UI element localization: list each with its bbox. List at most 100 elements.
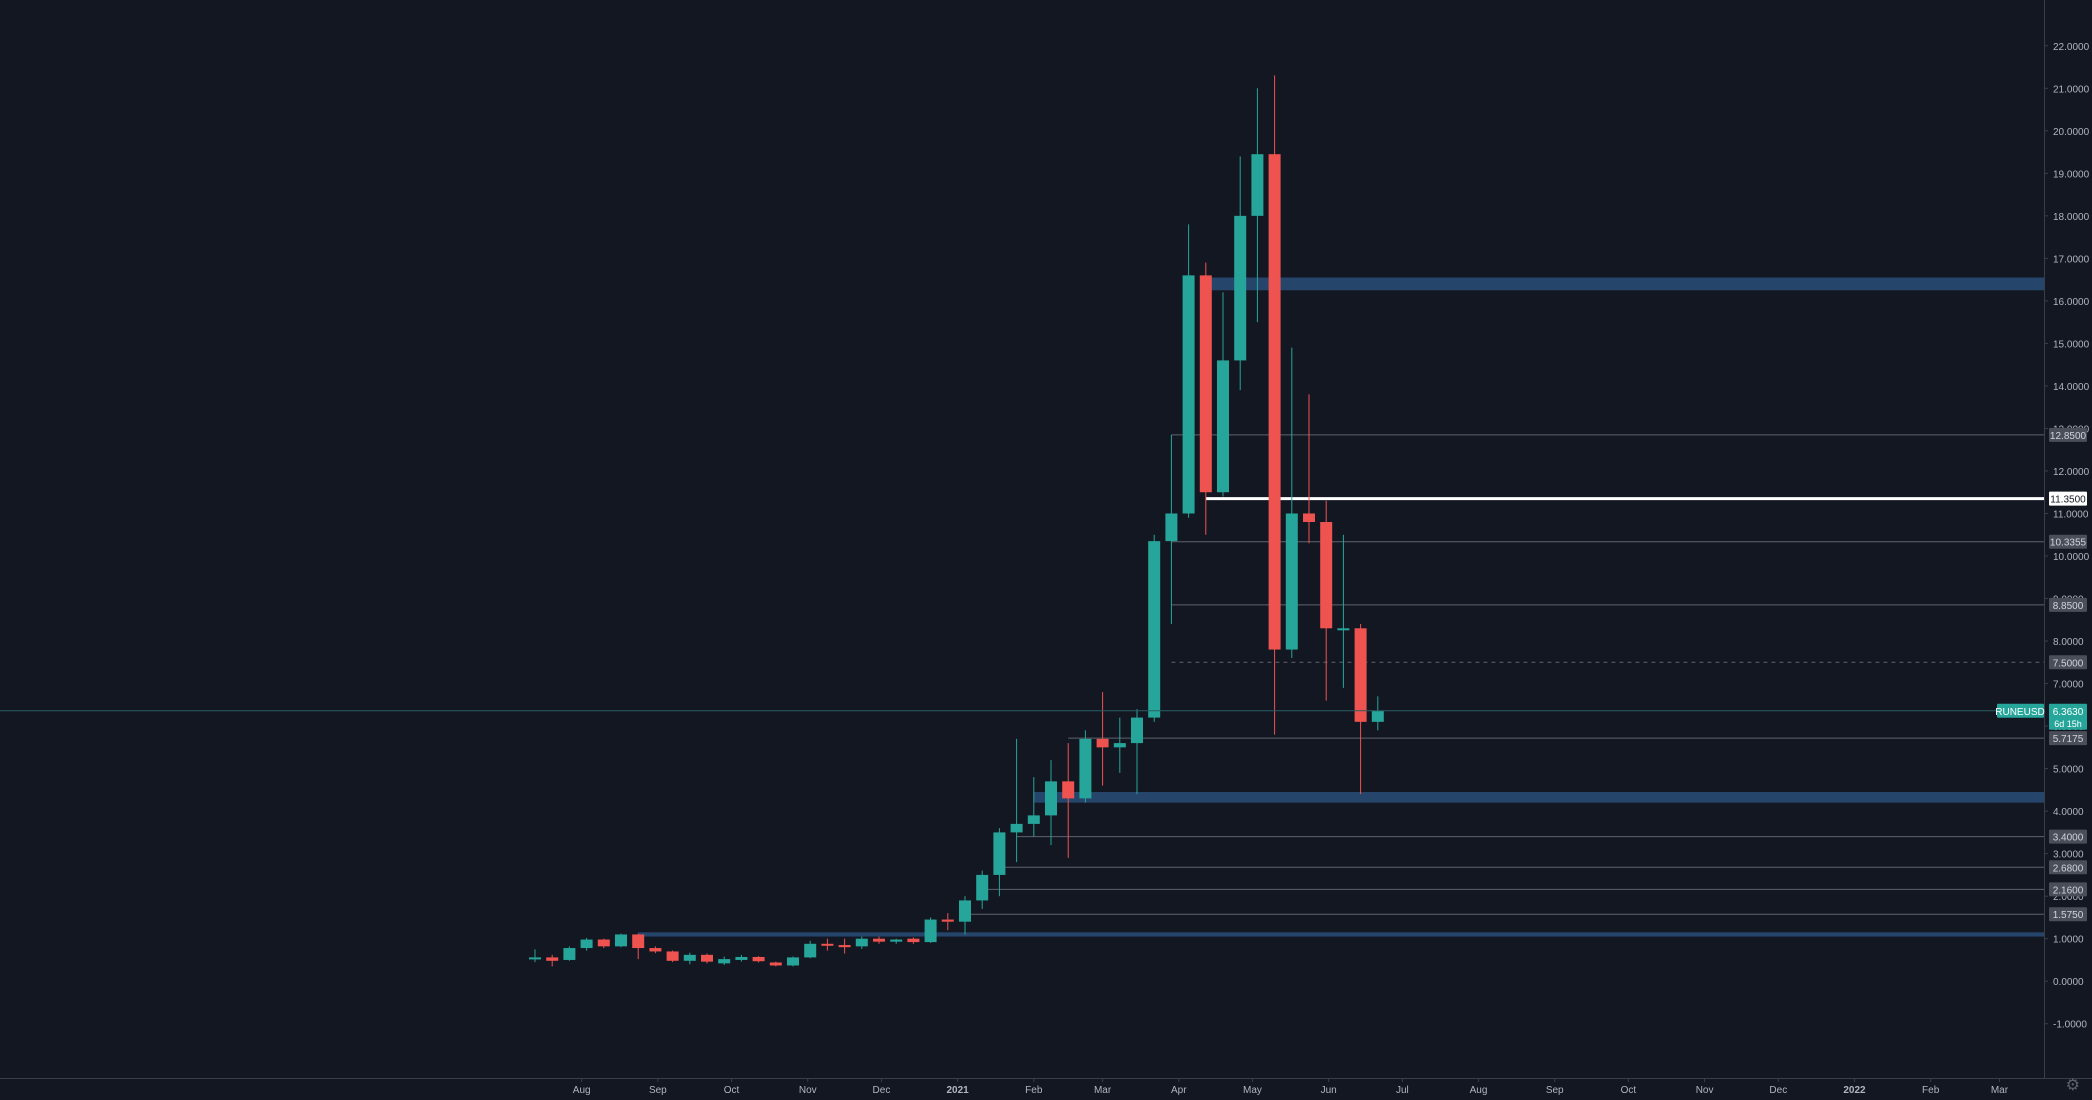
- level-price-label: 12.8500: [2050, 431, 2087, 442]
- candle-up: [1234, 215, 1247, 361]
- candle-down: [546, 957, 559, 961]
- zone-band: [638, 932, 2045, 937]
- price-tick-label: 18.0000: [2053, 212, 2090, 223]
- candle-up: [1045, 781, 1057, 816]
- candle-up: [855, 938, 868, 947]
- price-tick-label: 7.0000: [2053, 680, 2084, 691]
- candle-up: [1251, 154, 1264, 216]
- candle-up: [924, 919, 937, 943]
- candles-layer: [529, 75, 1384, 967]
- price-tick-label: -1.0000: [2053, 1020, 2087, 1031]
- price-tick-label: 11.0000: [2053, 509, 2089, 520]
- time-tick-label: Jul: [1396, 1085, 1409, 1096]
- price-tick-label: 0.0000: [2053, 977, 2084, 988]
- last-price-label: 6.3630: [2053, 707, 2084, 718]
- level-price-tag: [2049, 491, 2087, 506]
- price-tick-label: 10.0000: [2053, 552, 2090, 563]
- candle-down: [1096, 738, 1109, 748]
- candle-up: [1371, 710, 1384, 722]
- zone-band: [1033, 791, 2044, 803]
- candle-down: [666, 951, 679, 961]
- level-price-label: 8.8500: [2053, 601, 2084, 612]
- candle-up: [683, 954, 696, 961]
- level-price-label: 10.3355: [2050, 538, 2087, 549]
- time-tick-label: Apr: [1171, 1085, 1187, 1096]
- candle-down: [1303, 513, 1315, 522]
- price-tick-label: 19.0000: [2053, 169, 2090, 180]
- price-labels: 12.8500 11.3500 10.3355 8.8500 7.5000 5.7175 3…: [1995, 427, 2087, 922]
- candle-down: [873, 938, 885, 942]
- symbol-name: RUNEUSD: [1995, 707, 2044, 718]
- level-price-tag: [2049, 597, 2087, 612]
- candle-up: [1337, 628, 1350, 631]
- level-price-tag: [2049, 829, 2087, 844]
- level-price-tag: [2049, 882, 2087, 897]
- level-price-label: 3.4000: [2053, 833, 2084, 844]
- price-tick-label: 14.0000: [2053, 382, 2090, 393]
- price-tick-label: 5.0000: [2053, 765, 2084, 776]
- time-tick-label: Oct: [1621, 1085, 1637, 1096]
- time-tick-label: Feb: [1922, 1085, 1940, 1096]
- candle-up: [1285, 513, 1298, 650]
- level-price-tag: [2049, 860, 2087, 875]
- time-tick-label: Sep: [649, 1085, 667, 1096]
- candle-up: [1027, 815, 1040, 824]
- time-axis[interactable]: Aug Sep Oct Nov Dec 2021 Feb Mar Apr May Jun Jul Aug…: [573, 1078, 2009, 1096]
- time-tick-label: Oct: [724, 1085, 740, 1096]
- level-price-label: 11.3500: [2050, 495, 2086, 506]
- candle-down: [1320, 521, 1333, 629]
- price-tick-label: 21.0000: [2053, 84, 2090, 95]
- gear-icon[interactable]: ⚙: [2065, 1075, 2080, 1094]
- price-tick-label: 17.0000: [2053, 254, 2090, 265]
- price-tick-label: 16.0000: [2053, 297, 2090, 308]
- candle-up: [993, 832, 1006, 875]
- candle-up: [1182, 275, 1195, 514]
- candle-down: [821, 943, 834, 946]
- candle-up: [1165, 513, 1178, 542]
- level-price-label: 7.5000: [2053, 658, 2084, 669]
- time-tick-label: Mar: [1991, 1085, 2009, 1096]
- price-tick-label: 12.0000: [2053, 467, 2090, 478]
- candle-down: [752, 956, 765, 962]
- bar-countdown-label: 6d 15h: [2054, 719, 2082, 729]
- candle-up: [529, 957, 541, 960]
- candle-up: [563, 948, 576, 960]
- candle-up: [1010, 823, 1023, 833]
- time-tick-label: Feb: [1025, 1085, 1043, 1096]
- candle-up: [1113, 743, 1126, 748]
- time-tick-label: Sep: [1546, 1085, 1564, 1096]
- candle-up: [890, 939, 903, 942]
- candle-up: [580, 939, 593, 949]
- candle-down: [907, 938, 920, 943]
- level-price-label: 2.6800: [2053, 863, 2084, 874]
- zone-band: [1205, 277, 2044, 291]
- candle-up: [615, 934, 627, 947]
- level-price-tag: [2049, 907, 2087, 922]
- candle-up: [1079, 738, 1092, 799]
- candle-down: [597, 939, 610, 947]
- symbol-tag: [1997, 703, 2044, 718]
- time-tick-label: 2022: [1843, 1085, 1866, 1096]
- level-price-tag: [2049, 534, 2087, 549]
- candle-up: [718, 959, 731, 964]
- level-price-label: 5.7175: [2053, 734, 2084, 745]
- candle-down: [769, 962, 782, 966]
- candle-up: [1131, 717, 1143, 744]
- price-tick-label: 1.0000: [2053, 935, 2084, 946]
- candle-up: [959, 900, 971, 922]
- candle-down: [941, 919, 954, 922]
- candle-down: [649, 948, 662, 952]
- candle-down: [1199, 275, 1212, 493]
- time-tick-label: Nov: [799, 1085, 817, 1096]
- candle-down: [1354, 628, 1367, 722]
- time-tick-label: Aug: [1470, 1085, 1488, 1096]
- price-tick-label: 15.0000: [2053, 339, 2090, 350]
- time-tick-label: Nov: [1696, 1085, 1714, 1096]
- candle-up: [976, 874, 989, 901]
- level-price-tag: [2049, 655, 2087, 670]
- level-price-label: 2.1600: [2053, 885, 2084, 896]
- time-tick-label: Dec: [1769, 1085, 1787, 1096]
- price-tick-label: 3.0000: [2053, 850, 2084, 861]
